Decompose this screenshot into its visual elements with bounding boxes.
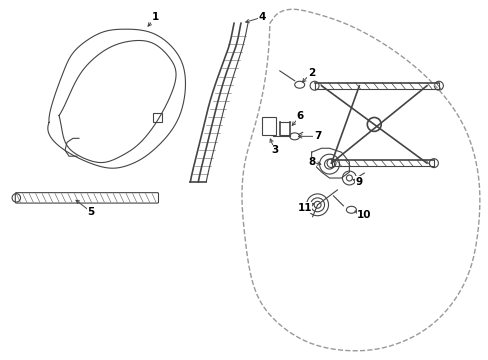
Bar	[152, 113, 162, 122]
Text: 6: 6	[295, 112, 303, 121]
Ellipse shape	[289, 133, 299, 140]
Text: 2: 2	[307, 68, 315, 78]
Text: 11: 11	[297, 203, 311, 213]
Text: 7: 7	[313, 131, 321, 141]
Text: 1: 1	[152, 12, 159, 22]
Text: 5: 5	[87, 207, 94, 217]
Bar	[262, 117, 275, 135]
Text: 8: 8	[307, 157, 315, 167]
Text: 3: 3	[271, 145, 278, 155]
Text: 10: 10	[356, 210, 371, 220]
Text: 4: 4	[258, 12, 265, 22]
FancyBboxPatch shape	[15, 193, 158, 203]
Ellipse shape	[346, 206, 356, 213]
Text: 9: 9	[355, 177, 362, 187]
Ellipse shape	[294, 81, 304, 88]
